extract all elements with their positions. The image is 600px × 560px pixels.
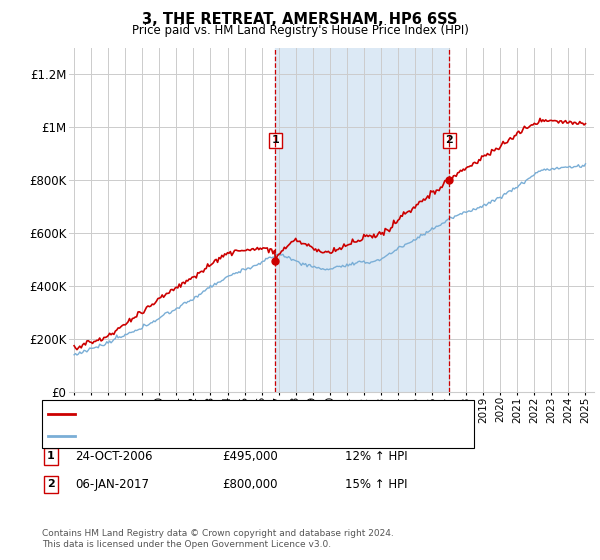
Bar <box>275 48 449 392</box>
Text: Price paid vs. HM Land Registry's House Price Index (HPI): Price paid vs. HM Land Registry's House … <box>131 24 469 37</box>
Text: 2: 2 <box>446 136 454 146</box>
Text: Contains HM Land Registry data © Crown copyright and database right 2024.
This d: Contains HM Land Registry data © Crown c… <box>42 529 394 549</box>
Text: 1: 1 <box>47 451 55 461</box>
Text: £800,000: £800,000 <box>222 478 277 491</box>
Text: 15% ↑ HPI: 15% ↑ HPI <box>345 478 407 491</box>
Text: 2: 2 <box>47 479 55 489</box>
Text: 24-OCT-2006: 24-OCT-2006 <box>75 450 152 463</box>
Text: 3, THE RETREAT, AMERSHAM, HP6 6SS: 3, THE RETREAT, AMERSHAM, HP6 6SS <box>142 12 458 27</box>
Text: 3, THE RETREAT, AMERSHAM, HP6 6SS (detached house): 3, THE RETREAT, AMERSHAM, HP6 6SS (detac… <box>80 409 391 419</box>
Text: 06-JAN-2017: 06-JAN-2017 <box>75 478 149 491</box>
Text: HPI: Average price, detached house, Buckinghamshire: HPI: Average price, detached house, Buck… <box>80 431 377 441</box>
Text: 1: 1 <box>271 136 279 146</box>
Text: £495,000: £495,000 <box>222 450 278 463</box>
Text: 12% ↑ HPI: 12% ↑ HPI <box>345 450 407 463</box>
